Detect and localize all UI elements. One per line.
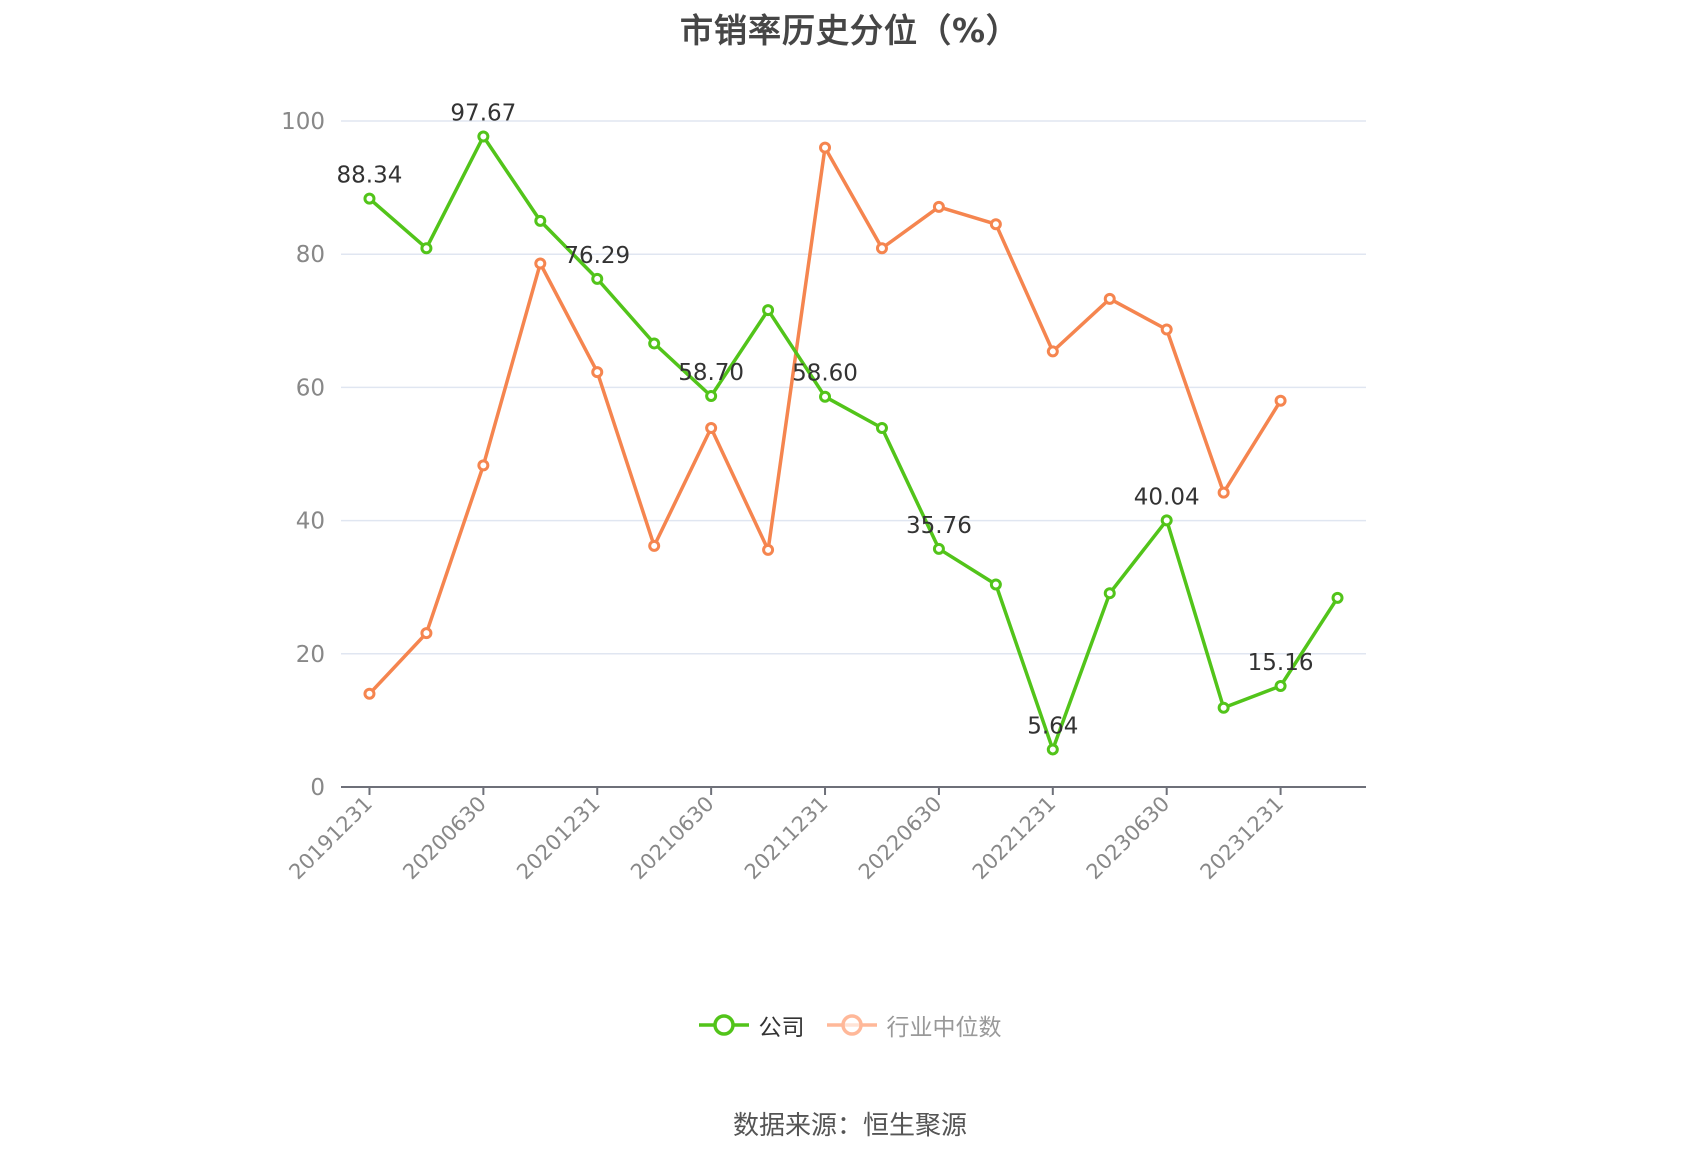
series-company-line <box>363 130 1344 756</box>
legend-label-industry-median: 行业中位数 <box>886 1015 1002 1041</box>
svg-text:20201231: 20201231 <box>512 792 605 885</box>
series-industry-line <box>363 141 1287 700</box>
svg-text:97.67: 97.67 <box>450 101 516 127</box>
svg-text:20200630: 20200630 <box>398 792 491 885</box>
svg-text:76.29: 76.29 <box>564 243 630 269</box>
svg-text:40.04: 40.04 <box>1134 484 1200 510</box>
svg-text:5.64: 5.64 <box>1027 713 1078 739</box>
grid-lines <box>341 120 1366 655</box>
y-axis-labels: 0 20 40 60 80 100 <box>281 109 325 801</box>
svg-text:20220630: 20220630 <box>854 792 947 885</box>
svg-text:20191231: 20191231 <box>284 792 377 885</box>
svg-text:60: 60 <box>296 375 325 401</box>
svg-text:80: 80 <box>296 242 325 268</box>
x-axis: 20191231 20200630 20201231 20210630 20211231… <box>284 786 1366 885</box>
svg-text:0: 0 <box>310 775 325 801</box>
svg-text:88.34: 88.34 <box>337 163 403 189</box>
data-source-note: 数据来源：恒生聚源 <box>732 1111 967 1141</box>
svg-text:58.70: 58.70 <box>678 360 744 386</box>
svg-text:100: 100 <box>281 109 325 135</box>
svg-text:20210630: 20210630 <box>626 792 719 885</box>
svg-text:15.16: 15.16 <box>1248 650 1314 676</box>
chart-title: 市销率历史分位（%） <box>679 11 1021 50</box>
svg-text:20211231: 20211231 <box>740 792 833 885</box>
legend-item-company[interactable]: 公司 <box>698 1008 805 1042</box>
svg-text:20230630: 20230630 <box>1082 792 1175 885</box>
svg-text:20: 20 <box>296 642 325 668</box>
legend: 公司 行业中位数 <box>0 1008 1700 1042</box>
legend-company-line-circle-icon <box>698 1014 749 1036</box>
data-labels: 88.34 97.67 76.29 58.70 58.60 35.76 5.64 40.04 1… <box>337 101 1314 740</box>
svg-text:58.60: 58.60 <box>792 361 858 387</box>
legend-item-industry-median[interactable]: 行业中位数 <box>826 1008 1002 1042</box>
svg-text:20231231: 20231231 <box>1196 792 1289 885</box>
svg-text:20221231: 20221231 <box>968 792 1061 885</box>
svg-text:40: 40 <box>296 509 325 535</box>
legend-industry-line-circle-icon <box>826 1014 877 1036</box>
svg-text:35.76: 35.76 <box>906 513 972 539</box>
legend-label-company: 公司 <box>758 1015 805 1041</box>
